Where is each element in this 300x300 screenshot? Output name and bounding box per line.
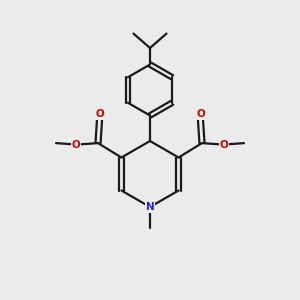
Text: O: O	[220, 140, 229, 150]
Text: N: N	[146, 202, 154, 212]
Text: O: O	[95, 109, 104, 119]
Text: O: O	[71, 140, 80, 150]
Text: O: O	[196, 109, 205, 119]
